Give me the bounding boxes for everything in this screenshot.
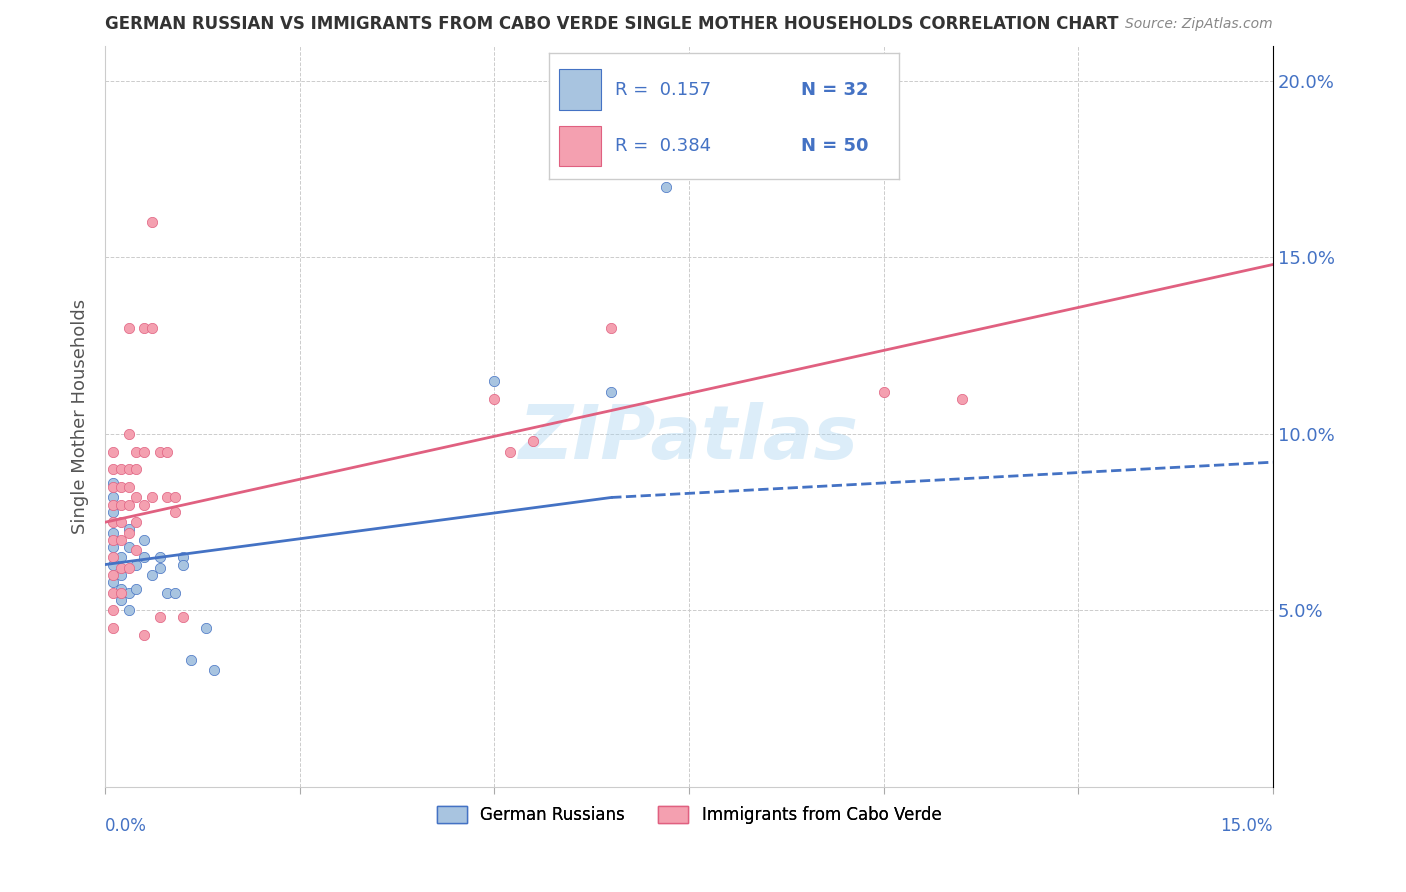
Point [101,462,124,476]
Point [101,603,124,617]
Point [110,586,132,600]
Point [101,550,124,565]
Point [149,561,172,575]
Point [101,575,124,590]
Point [125,515,148,529]
Point [134,533,156,547]
Text: GERMAN RUSSIAN VS IMMIGRANTS FROM CABO VERDE SINGLE MOTHER HOUSEHOLDS CORRELATIO: GERMAN RUSSIAN VS IMMIGRANTS FROM CABO V… [105,15,1119,33]
Point [117,603,139,617]
Point [172,610,194,624]
Point [134,444,156,458]
Point [125,582,148,597]
Point [141,568,163,582]
Point [156,586,179,600]
Point [110,533,132,547]
Point [117,586,139,600]
Point [101,476,124,491]
Point [101,480,124,494]
Point [165,505,187,519]
Point [101,498,124,512]
Point [117,525,139,540]
Legend: German Russians, Immigrants from Cabo Verde: German Russians, Immigrants from Cabo Ve… [430,799,948,830]
Text: 15.0%: 15.0% [1220,816,1272,835]
Point [110,561,132,575]
Point [101,540,124,554]
Point [125,543,148,558]
Point [202,664,225,678]
Point [484,374,506,388]
Point [125,462,148,476]
Point [125,558,148,572]
Point [101,568,124,582]
Point [172,558,194,572]
Point [134,628,156,642]
Point [149,444,172,458]
Point [117,426,139,441]
Point [125,491,148,505]
Point [110,568,132,582]
Point [101,491,124,505]
Point [110,515,132,529]
Point [101,533,124,547]
Point [180,653,202,667]
Point [117,321,139,335]
Point [110,582,132,597]
Point [165,491,187,505]
Point [101,505,124,519]
Point [117,540,139,554]
Point [600,384,623,399]
Point [101,525,124,540]
Point [141,321,163,335]
Point [522,434,544,448]
Point [110,550,132,565]
Point [600,321,623,335]
Point [156,444,179,458]
Point [149,550,172,565]
Point [134,321,156,335]
Point [101,444,124,458]
Point [195,621,218,635]
Point [134,550,156,565]
Text: 0.0%: 0.0% [105,816,148,835]
Point [156,491,179,505]
Point [110,592,132,607]
Point [117,561,139,575]
Point [654,179,676,194]
Point [165,586,187,600]
Point [125,444,148,458]
Point [484,392,506,406]
Point [101,515,124,529]
Point [101,586,124,600]
Text: ZIPatlas: ZIPatlas [519,402,859,475]
Point [872,384,894,399]
Point [117,522,139,536]
Point [117,498,139,512]
Point [172,550,194,565]
Point [110,480,132,494]
Point [117,480,139,494]
Point [141,215,163,229]
Point [110,498,132,512]
Point [499,444,522,458]
Text: Source: ZipAtlas.com: Source: ZipAtlas.com [1125,17,1272,31]
Point [117,462,139,476]
Point [950,392,973,406]
Y-axis label: Single Mother Households: Single Mother Households [72,299,89,533]
Point [101,621,124,635]
Point [134,498,156,512]
Point [101,558,124,572]
Point [110,462,132,476]
Point [141,491,163,505]
Point [149,610,172,624]
